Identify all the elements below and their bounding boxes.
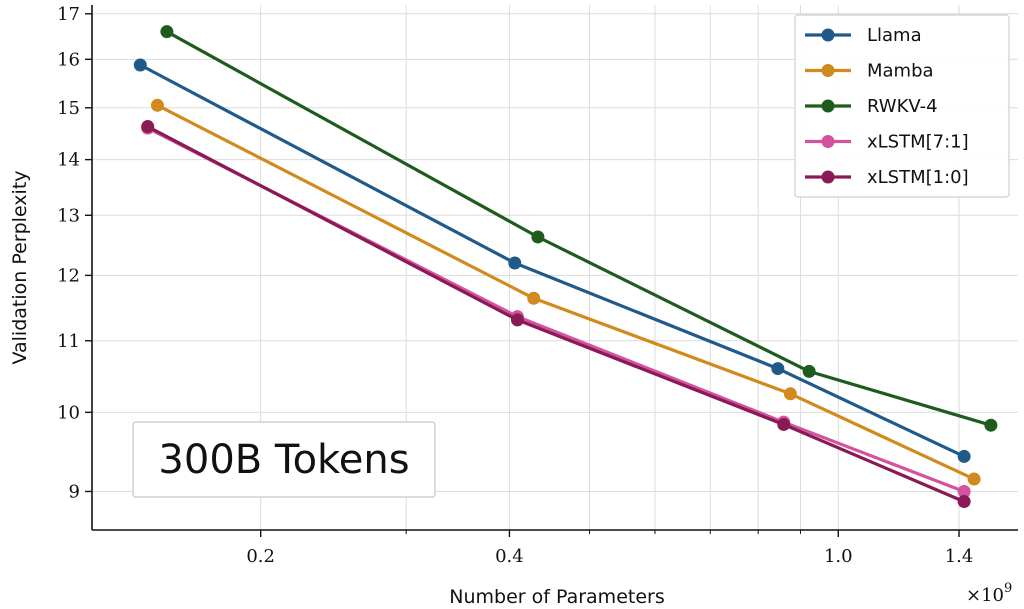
data-point <box>141 120 155 134</box>
legend-label: RWKV-4 <box>867 96 938 117</box>
data-point <box>508 256 522 270</box>
legend-swatch-marker <box>821 64 835 77</box>
y-tick-label: 11 <box>57 331 80 352</box>
data-point <box>527 291 541 305</box>
legend-swatch-marker <box>821 170 835 184</box>
data-point <box>984 418 998 432</box>
annotation-frame <box>132 421 436 498</box>
data-point <box>771 362 785 376</box>
series-line <box>146 125 965 504</box>
legend: Llama Mamba RWKV-4 xLSTM[7:1] xLSTM[1:0] <box>794 14 1010 198</box>
x-multiplier-exponent: 9 <box>1004 581 1012 596</box>
data-point <box>150 98 164 112</box>
data-point <box>957 495 971 509</box>
legend-label: Llama <box>867 25 922 46</box>
x-axis-label: Number of Parameters <box>449 586 664 608</box>
data-point <box>531 230 545 244</box>
axes <box>91 5 1018 531</box>
x-tick-label: 1.0 <box>824 546 853 567</box>
series-line <box>139 63 965 458</box>
x-tick-label: 0.2 <box>246 546 275 567</box>
series-xlstm-1-0 <box>141 120 971 509</box>
y-tick-label: 17 <box>57 4 80 25</box>
legend-swatch-marker <box>821 99 835 113</box>
legend-item: xLSTM[1:0] <box>805 167 969 188</box>
legend-item: RWKV-4 <box>805 96 938 117</box>
data-point <box>777 417 791 431</box>
x-tick-label: 1.4 <box>945 546 974 567</box>
data-point <box>802 364 816 378</box>
legend-swatch-marker <box>821 28 835 42</box>
series-rwkv-4 <box>160 25 998 432</box>
series-line <box>166 30 992 427</box>
legend-label: xLSTM[7:1] <box>867 132 969 153</box>
data-point <box>133 58 147 72</box>
legend-item: Mamba <box>805 61 934 82</box>
legend-swatch-marker <box>821 135 835 148</box>
x-multiplier-base: ×10 <box>966 585 1004 606</box>
legend-label: Mamba <box>867 61 934 82</box>
legend-item: xLSTM[7:1] <box>805 132 969 153</box>
y-tick-label: 15 <box>57 98 80 119</box>
y-tick-label: 14 <box>57 150 80 171</box>
x-multiplier-label: ×109 <box>966 581 1012 606</box>
data-point <box>967 472 981 486</box>
series <box>133 25 998 509</box>
x-tick-label: 0.4 <box>495 546 524 567</box>
y-tick-label: 12 <box>57 265 80 286</box>
data-point <box>957 484 971 498</box>
series-llama <box>133 58 971 463</box>
y-tick-label: 9 <box>69 481 80 502</box>
ticks: 0.2 0.4 1.0 1.4 9 10 11 12 13 14 15 16 17 <box>57 4 973 567</box>
data-point <box>510 313 524 327</box>
data-point <box>783 387 797 401</box>
annotation-text: 300B Tokens <box>158 437 409 483</box>
legend-label: xLSTM[1:0] <box>867 167 969 188</box>
data-point <box>957 449 971 463</box>
data-point <box>160 25 174 39</box>
series-line <box>156 103 975 481</box>
series-mamba <box>150 98 981 486</box>
y-tick-label: 13 <box>57 205 80 226</box>
annotation-box: 300B Tokens <box>132 421 436 498</box>
y-axis-label: Validation Perplexity <box>9 170 31 364</box>
legend-frame <box>794 14 1010 198</box>
y-tick-label: 16 <box>57 49 80 70</box>
legend-item: Llama <box>805 25 922 46</box>
y-tick-label: 10 <box>57 402 80 423</box>
